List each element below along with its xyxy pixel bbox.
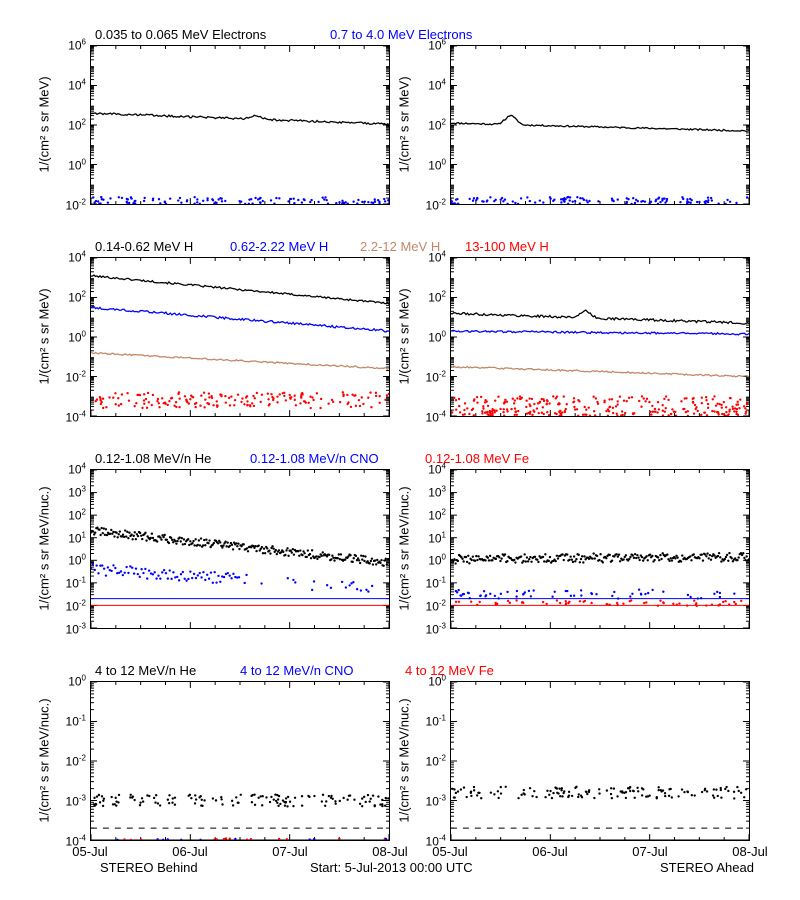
legend-item: 4 to 12 MeV/n CNO	[240, 663, 353, 678]
ytick-label: 10-3	[54, 794, 86, 809]
ytick-label: 106	[54, 38, 86, 53]
legend-item: 2.2-12 MeV H	[360, 239, 440, 254]
ytick-label: 104	[414, 78, 446, 93]
panel-row0-col0	[90, 45, 390, 205]
xtick-label: 06-Jul	[532, 844, 567, 859]
ytick-label: 10-4	[54, 410, 86, 425]
ytick-label: 10-2	[414, 198, 446, 213]
legend-item: 0.12-1.08 MeV/n CNO	[250, 451, 379, 466]
ytick-label: 100	[414, 553, 446, 568]
ytick-label: 104	[54, 462, 86, 477]
ytick-label: 10-3	[54, 622, 86, 637]
ytick-label: 101	[414, 530, 446, 545]
ytick-label: 103	[414, 484, 446, 499]
ytick-label: 102	[54, 290, 86, 305]
y-axis-label: 1/(cm² s sr MeV/nuc.)	[397, 681, 412, 841]
panel-row1-col0	[90, 257, 390, 417]
ytick-label: 103	[54, 484, 86, 499]
ytick-label: 104	[54, 250, 86, 265]
legend-item: 4 to 12 MeV Fe	[405, 663, 494, 678]
ytick-label: 10-2	[414, 599, 446, 614]
ytick-label: 10-2	[54, 754, 86, 769]
legend-item: 0.7 to 4.0 MeV Electrons	[330, 27, 472, 42]
ytick-label: 10-2	[414, 370, 446, 385]
legend-item: 0.62-2.22 MeV H	[230, 239, 328, 254]
ytick-label: 102	[414, 290, 446, 305]
figure-root: 10-21001021041061/(cm² s sr MeV)10-21001…	[0, 0, 800, 900]
xtick-label: 06-Jul	[172, 844, 207, 859]
ytick-label: 10-2	[414, 754, 446, 769]
panel-row2-col1	[450, 469, 750, 629]
ytick-label: 100	[54, 158, 86, 173]
xtick-label: 07-Jul	[272, 844, 307, 859]
panel-row3-col1	[450, 681, 750, 841]
ytick-label: 10-2	[54, 599, 86, 614]
footer-center: Start: 5-Jul-2013 00:00 UTC	[310, 860, 473, 875]
xtick-label: 05-Jul	[432, 844, 467, 859]
y-axis-label: 1/(cm² s sr MeV)	[37, 257, 52, 417]
xtick-label: 07-Jul	[632, 844, 667, 859]
ytick-label: 10-2	[54, 370, 86, 385]
ytick-label: 10-1	[54, 576, 86, 591]
panel-row0-col1	[450, 45, 750, 205]
y-axis-label: 1/(cm² s sr MeV/nuc.)	[37, 469, 52, 629]
legend-item: 13-100 MeV H	[465, 239, 549, 254]
y-axis-label: 1/(cm² s sr MeV/nuc.)	[37, 681, 52, 841]
legend-item: 0.035 to 0.065 MeV Electrons	[95, 27, 266, 42]
ytick-label: 10-1	[414, 576, 446, 591]
ytick-label: 100	[414, 330, 446, 345]
xtick-label: 08-Jul	[372, 844, 407, 859]
ytick-label: 102	[414, 118, 446, 133]
ytick-label: 10-3	[414, 794, 446, 809]
y-axis-label: 1/(cm² s sr MeV)	[37, 45, 52, 205]
panel-row3-col0	[90, 681, 390, 841]
ytick-label: 104	[54, 78, 86, 93]
y-axis-label: 1/(cm² s sr MeV/nuc.)	[397, 469, 412, 629]
legend-item: 0.12-1.08 MeV/n He	[95, 451, 211, 466]
ytick-label: 102	[414, 507, 446, 522]
ytick-label: 10-4	[414, 410, 446, 425]
footer-left: STEREO Behind	[100, 860, 198, 875]
panel-row2-col0	[90, 469, 390, 629]
ytick-label: 10-3	[414, 622, 446, 637]
legend-item: 0.14-0.62 MeV H	[95, 239, 193, 254]
legend-item: 4 to 12 MeV/n He	[95, 663, 196, 678]
panel-row1-col1	[450, 257, 750, 417]
ytick-label: 100	[54, 330, 86, 345]
y-axis-label: 1/(cm² s sr MeV)	[397, 45, 412, 205]
legend-item: 0.12-1.08 MeV Fe	[425, 451, 529, 466]
ytick-label: 10-1	[414, 714, 446, 729]
xtick-label: 08-Jul	[732, 844, 767, 859]
ytick-label: 101	[54, 530, 86, 545]
ytick-label: 100	[54, 553, 86, 568]
ytick-label: 102	[54, 118, 86, 133]
ytick-label: 10-2	[54, 198, 86, 213]
xtick-label: 05-Jul	[72, 844, 107, 859]
ytick-label: 10-1	[54, 714, 86, 729]
ytick-label: 100	[414, 158, 446, 173]
ytick-label: 100	[54, 674, 86, 689]
ytick-label: 102	[54, 507, 86, 522]
footer-right: STEREO Ahead	[660, 860, 754, 875]
y-axis-label: 1/(cm² s sr MeV)	[397, 257, 412, 417]
